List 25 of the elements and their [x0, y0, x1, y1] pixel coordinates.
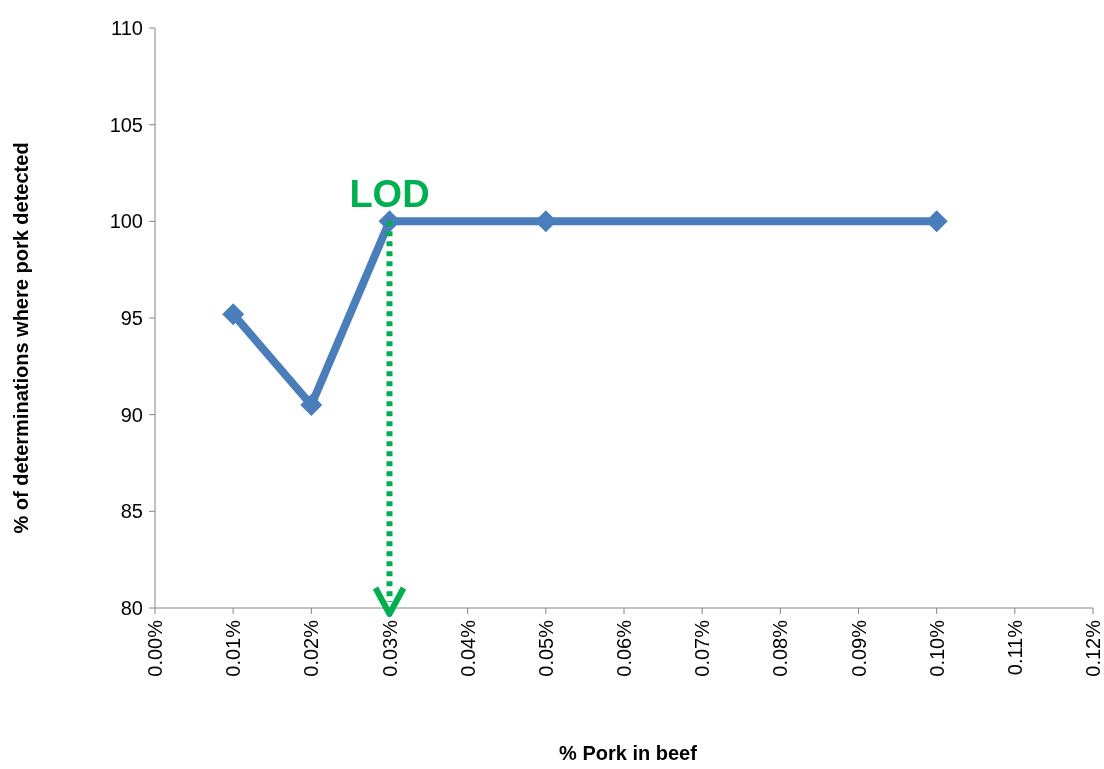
x-axis-title: % Pork in beef: [559, 742, 698, 764]
x-tick-label: 0.01%: [222, 619, 245, 677]
x-tick-label: 0.04%: [456, 619, 479, 677]
x-tick-label: 0.03%: [378, 619, 401, 677]
point: [222, 303, 245, 326]
y-tick-label: 100: [109, 210, 143, 233]
y-tick-label: 95: [120, 307, 143, 329]
y-tick-label: 110: [111, 17, 143, 39]
point: [300, 394, 323, 416]
x-tick-label: 0.09%: [847, 619, 870, 677]
y-tick-label: 105: [109, 113, 143, 136]
y-axis-title: % of determinations where pork detected: [10, 142, 32, 534]
x-tick-label: 0.08%: [769, 619, 792, 677]
x-tick-label: 0.10%: [925, 619, 948, 677]
x-tick-label: 0.05%: [534, 619, 557, 677]
y-tick-label: 90: [120, 403, 143, 426]
x-tick-label: 0.02%: [300, 619, 323, 677]
x-tick-label: 0.07%: [691, 619, 714, 677]
ref-line-label: LOD: [349, 173, 430, 216]
x-tick-label: 0.06%: [613, 619, 635, 677]
y-tick-label: 85: [120, 500, 143, 523]
x-tick-label: 0.00%: [144, 619, 166, 677]
x-tick-label: 0.11%: [1003, 619, 1026, 676]
y-tick-label: 80: [120, 597, 143, 619]
x-tick-label: 0.12%: [1082, 619, 1104, 677]
